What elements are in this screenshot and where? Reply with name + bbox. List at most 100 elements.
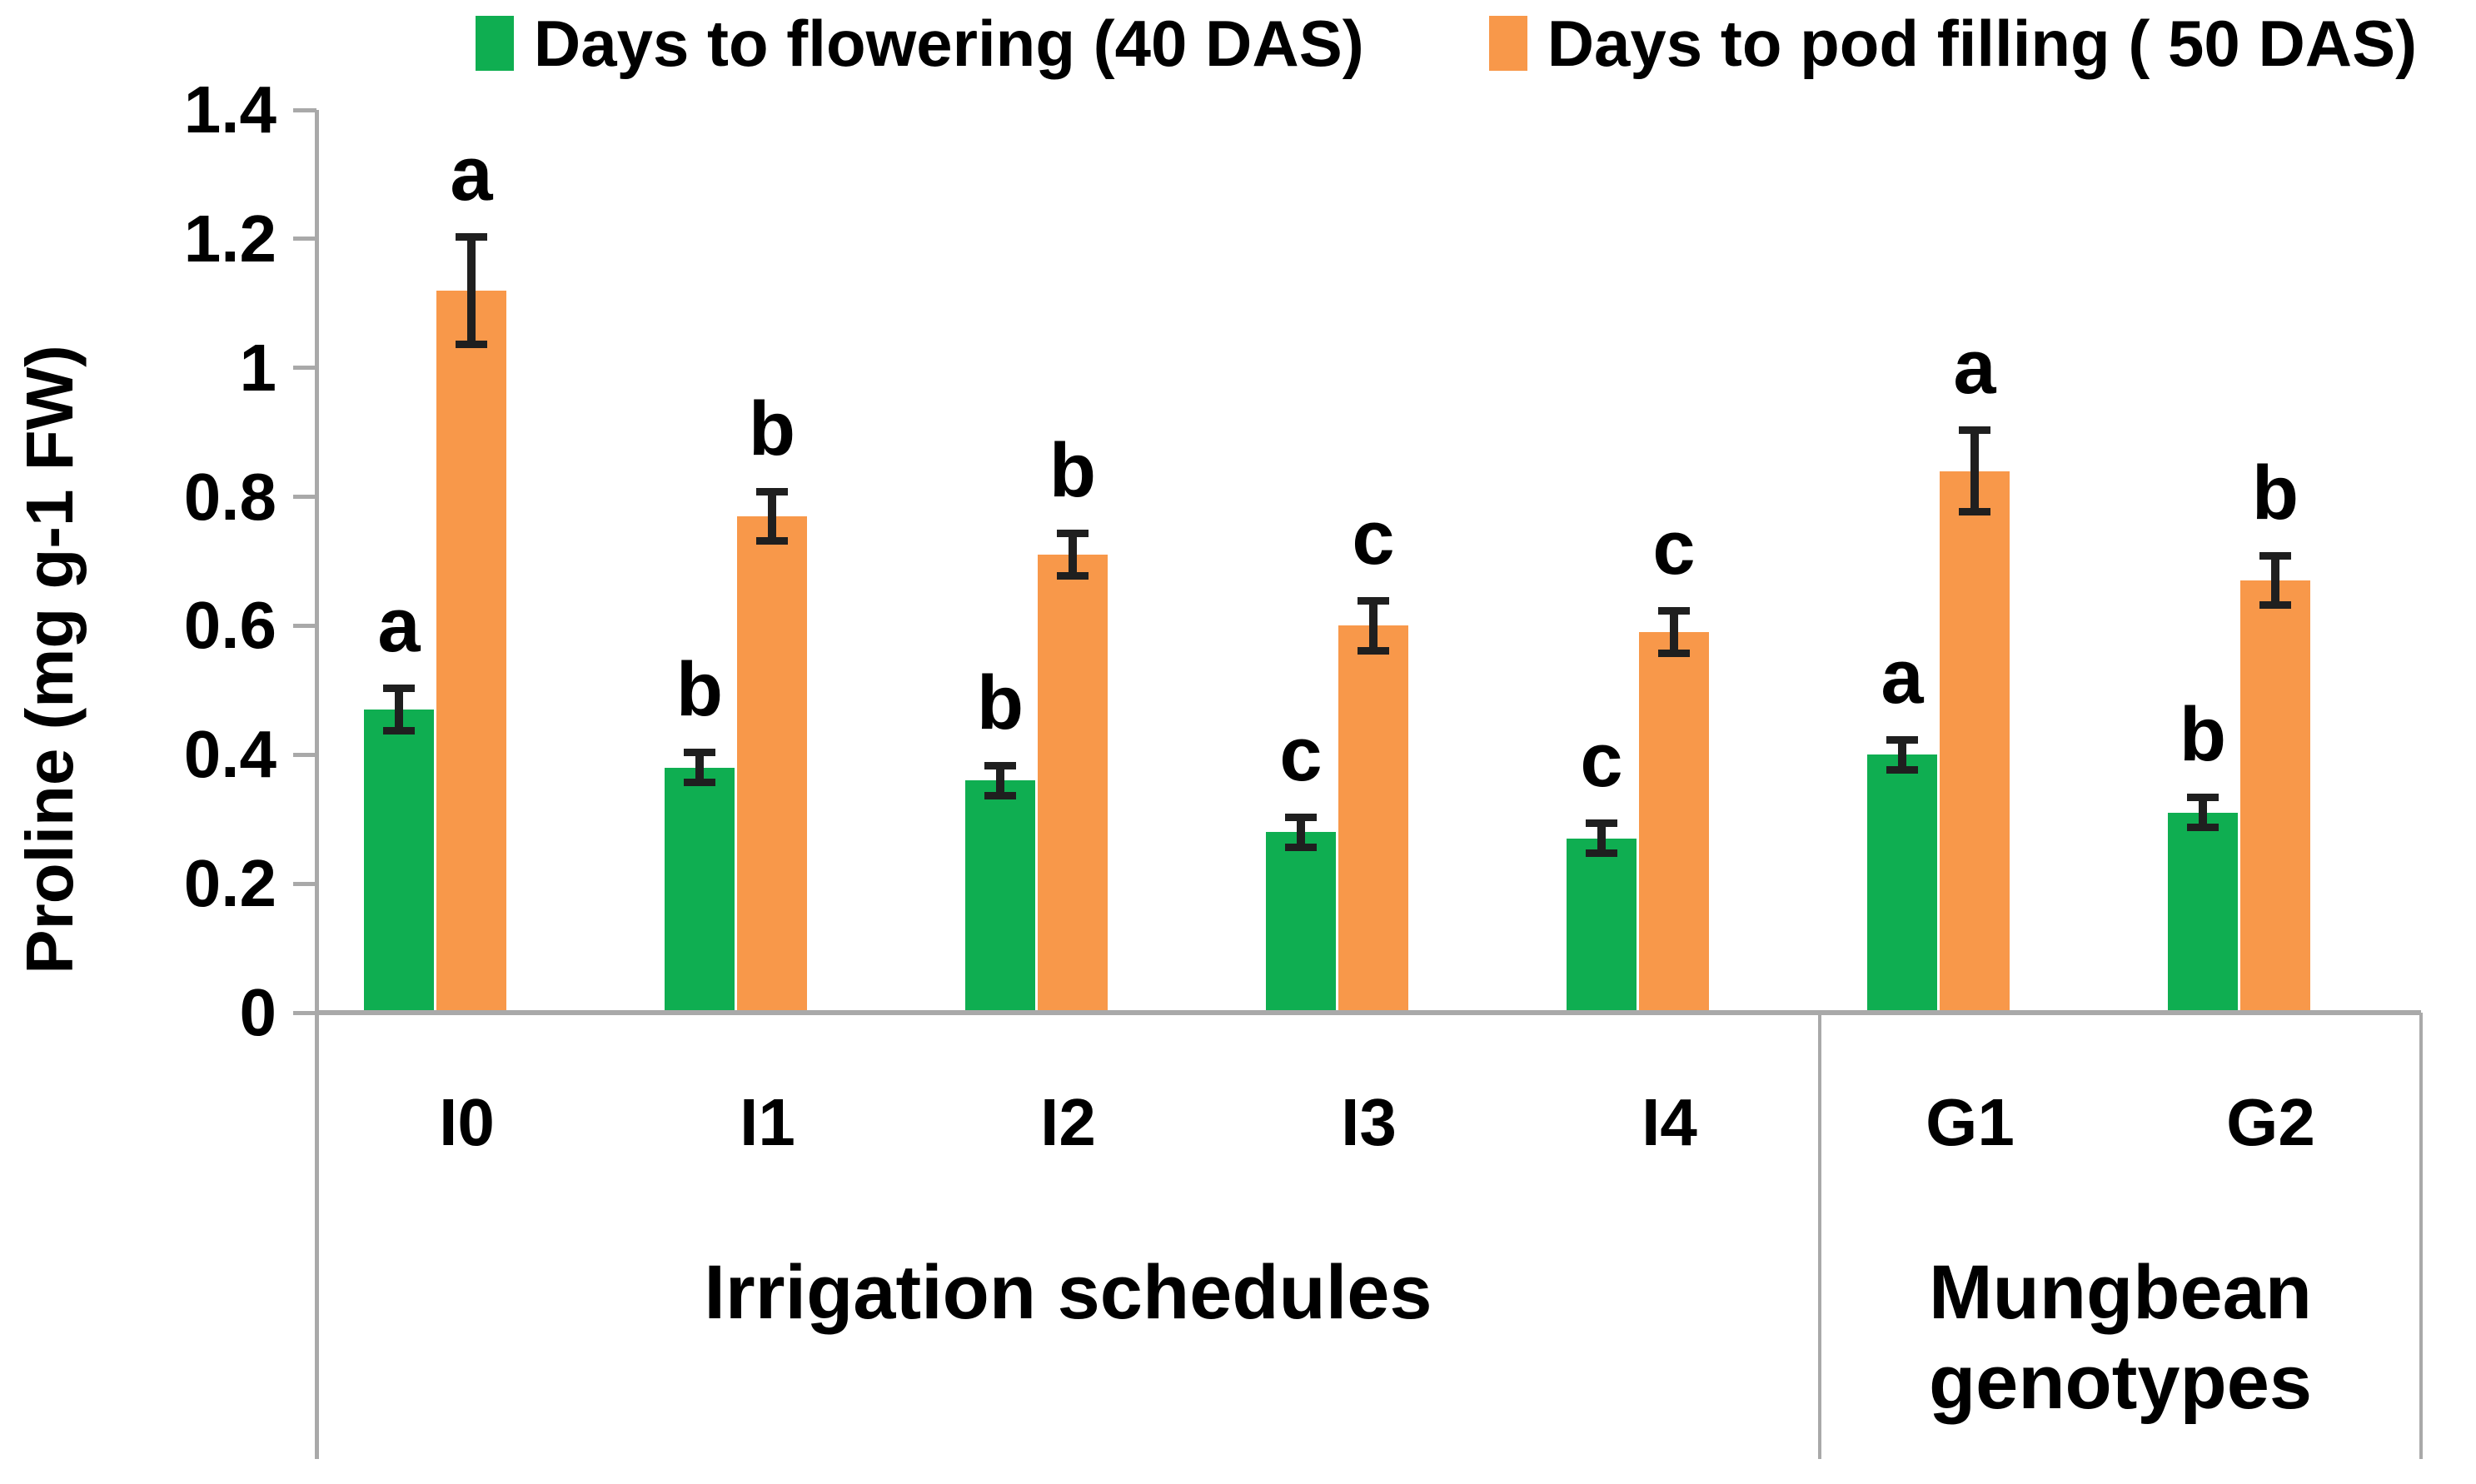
category-label-G1: G1 — [1926, 1085, 2015, 1159]
error-bar-line — [1369, 603, 1377, 649]
sig-letter: a — [377, 582, 421, 668]
section-label-irrigation: Irrigation schedules — [704, 1250, 1432, 1335]
y-axis-tick — [293, 752, 316, 757]
error-bar-cap — [984, 761, 1016, 769]
y-axis-tick — [293, 495, 316, 500]
chart-legend: Days to flowering (40 DAS) Days to pod f… — [416, 2, 2476, 85]
legend-label-flowering: Days to flowering (40 DAS) — [533, 7, 1364, 80]
bar-pod-filling-I2 — [1038, 555, 1108, 1013]
error-bar-line — [1970, 432, 1979, 510]
error-bar-cap — [1358, 646, 1389, 655]
bar-flowering-I4 — [1567, 838, 1637, 1013]
bar-pod-filling-I1 — [737, 515, 807, 1013]
sig-letter: a — [1953, 325, 1996, 411]
legend-swatch-pod-filling — [1488, 16, 1527, 71]
error-bar-line — [395, 690, 403, 730]
error-bar-cap — [1658, 606, 1690, 615]
sig-letter: b — [1049, 428, 1097, 514]
x-axis-line — [316, 1010, 2421, 1015]
error-bar-cap — [1886, 735, 1918, 744]
sig-letter: a — [450, 131, 493, 217]
error-bar-cap — [1959, 426, 1990, 435]
error-bar-cap — [2259, 552, 2291, 560]
bar-pod-filling-G1 — [1940, 471, 2010, 1013]
section-label-genotypes: Mungbean genotypes — [1928, 1250, 2313, 1425]
bar-flowering-I3 — [1266, 832, 1336, 1013]
category-label-I2: I2 — [1040, 1085, 1096, 1159]
y-tick-label: 0 — [239, 975, 277, 1049]
error-bar-cap — [1285, 843, 1317, 851]
error-bar-cap — [1586, 849, 1617, 858]
sig-letter: c — [1279, 711, 1323, 797]
error-bar-line — [695, 754, 704, 781]
bar-pod-filling-I0 — [436, 290, 506, 1013]
error-bar-cap — [1285, 813, 1317, 821]
sig-letter: a — [1881, 634, 1924, 720]
sig-letter: c — [1352, 495, 1395, 581]
error-bar-cap — [756, 487, 788, 495]
error-bar-line — [1898, 741, 1906, 768]
error-bar-cap — [2187, 794, 2219, 802]
bar-pod-filling-I4 — [1639, 632, 1709, 1013]
y-tick-label: 1 — [239, 330, 277, 405]
error-bar-cap — [1057, 530, 1089, 538]
category-label-I1: I1 — [740, 1085, 795, 1159]
error-bar-cap — [383, 727, 415, 735]
y-tick-label: 0.8 — [183, 459, 276, 534]
sig-letter: b — [2179, 692, 2227, 778]
legend-swatch-flowering — [475, 16, 514, 71]
legend-item-pod-filling: Days to pod filling ( 50 DAS) — [1488, 2, 2418, 85]
bar-flowering-I1 — [665, 767, 735, 1013]
error-bar-cap — [1658, 650, 1690, 658]
error-bar-cap — [756, 536, 788, 545]
sig-letter: b — [2251, 451, 2299, 536]
y-tick-label: 1.2 — [183, 201, 276, 276]
legend-label-pod-filling: Days to pod filling ( 50 DAS) — [1547, 7, 2418, 80]
error-bar-line — [467, 238, 476, 342]
category-label-I0: I0 — [439, 1085, 495, 1159]
error-bar-cap — [2187, 824, 2219, 832]
bar-flowering-G1 — [1867, 754, 1937, 1013]
error-bar-line — [1670, 612, 1678, 652]
category-label-G2: G2 — [2226, 1085, 2315, 1159]
error-bar-cap — [984, 791, 1016, 799]
y-axis-tick — [293, 881, 316, 886]
category-label-I3: I3 — [1341, 1085, 1397, 1159]
y-axis-tick — [293, 623, 316, 628]
error-bar-line — [1069, 535, 1077, 575]
y-tick-label: 0.6 — [183, 588, 276, 663]
error-bar-cap — [456, 232, 487, 241]
section-divider — [1818, 1013, 1821, 1459]
error-bar-cap — [1057, 572, 1089, 580]
error-bar-line — [2271, 558, 2279, 604]
sig-letter: c — [1652, 505, 1696, 590]
error-bar-line — [768, 493, 776, 539]
y-tick-label: 0.2 — [183, 846, 276, 921]
bar-flowering-I0 — [364, 710, 434, 1013]
sig-letter: b — [675, 647, 724, 733]
bar-flowering-G2 — [2168, 812, 2238, 1013]
error-bar-line — [1597, 825, 1606, 852]
section-divider — [2419, 1013, 2423, 1459]
error-bar-line — [1297, 819, 1305, 845]
bar-pod-filling-G2 — [2240, 580, 2310, 1013]
y-axis-tick — [293, 237, 316, 242]
y-tick-label: 1.4 — [183, 72, 276, 147]
error-bar-cap — [1586, 819, 1617, 828]
y-axis-tick — [293, 366, 316, 371]
bar-flowering-I2 — [965, 780, 1035, 1013]
error-bar-cap — [1886, 765, 1918, 774]
error-bar-line — [996, 767, 1004, 794]
error-bar-cap — [1358, 597, 1389, 605]
y-axis-tick — [293, 107, 316, 112]
error-bar-cap — [684, 779, 715, 787]
category-label-I4: I4 — [1642, 1085, 1697, 1159]
y-axis-tick — [293, 1010, 316, 1015]
sig-letter: b — [748, 386, 796, 471]
error-bar-line — [2199, 799, 2207, 826]
error-bar-cap — [2259, 601, 2291, 610]
error-bar-cap — [383, 684, 415, 692]
error-bar-cap — [456, 340, 487, 348]
